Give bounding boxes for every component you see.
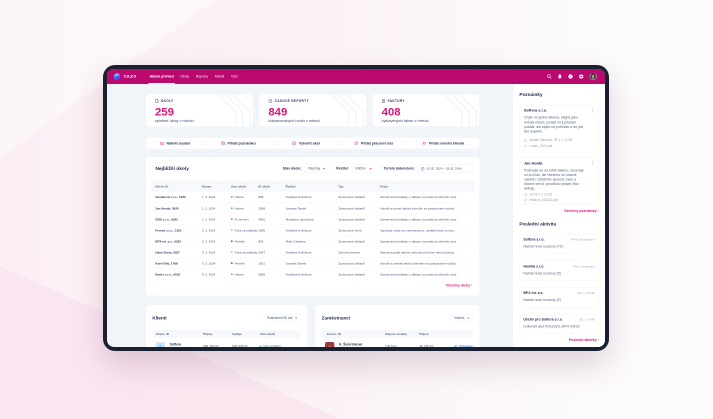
svg-text:i: i [570, 75, 571, 79]
